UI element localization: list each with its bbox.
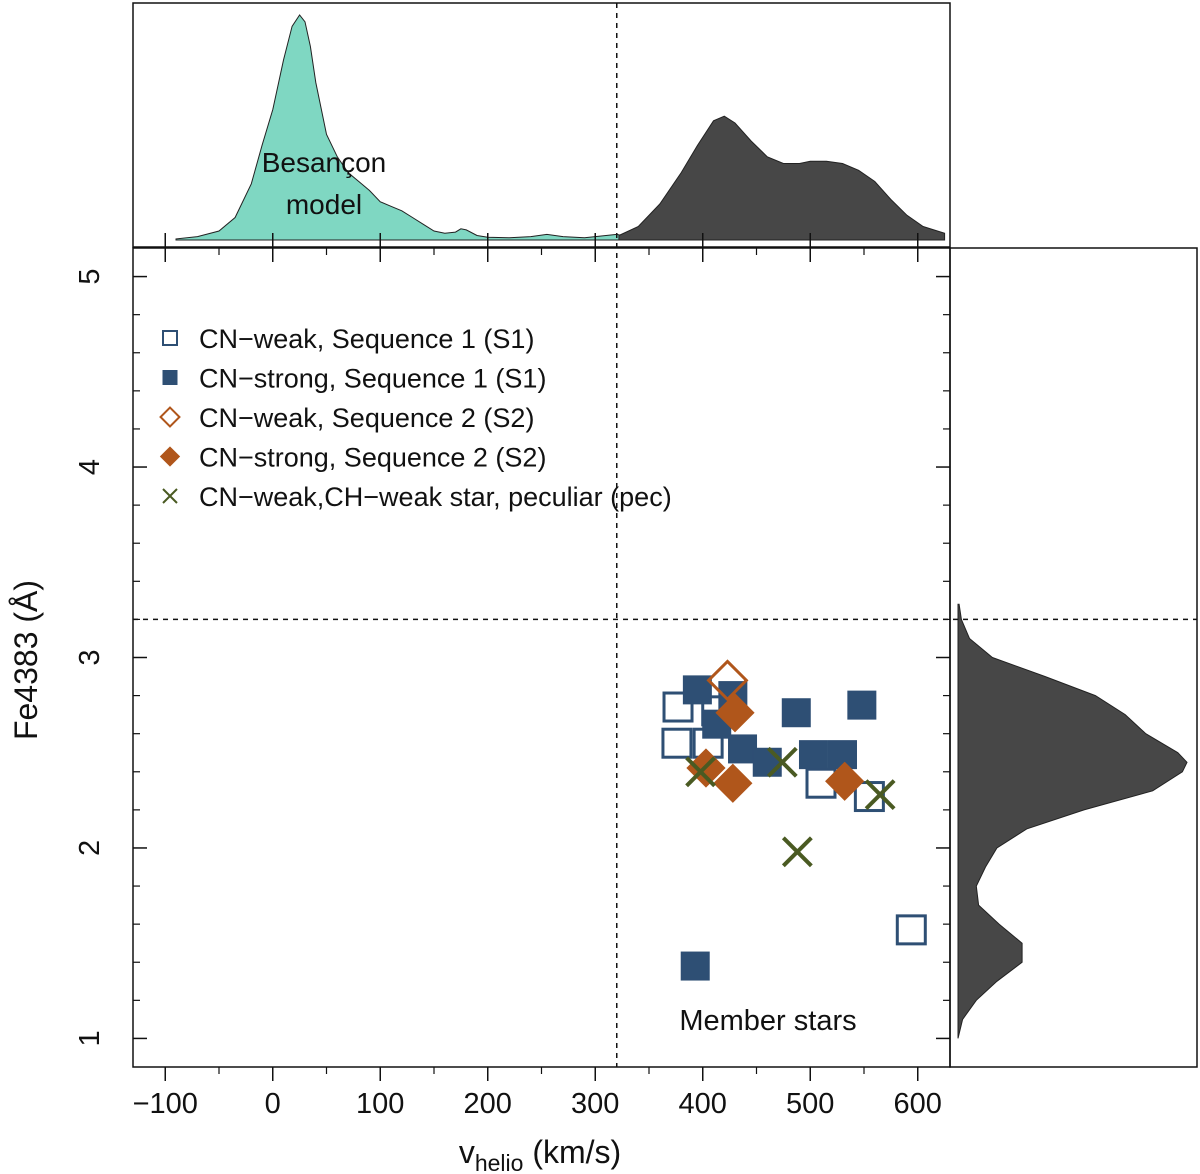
point-open-square <box>895 914 927 946</box>
point-cross <box>766 746 798 778</box>
y-tick-label: 4 <box>74 459 106 475</box>
x-tick-label: 100 <box>356 1088 404 1120</box>
right-density-panel <box>949 247 1198 1068</box>
point-filled-square <box>752 747 782 777</box>
y-tick-label: 2 <box>74 840 106 856</box>
legend-label: CN−weak, Sequence 1 (S1) <box>199 324 534 354</box>
legend-label: CN−strong, Sequence 2 (S2) <box>199 443 546 473</box>
legend-label: CN−strong, Sequence 1 (S1) <box>199 364 546 394</box>
point-cross <box>781 836 813 868</box>
top-panel-frame <box>132 2 951 248</box>
x-tick-label: −100 <box>133 1088 198 1120</box>
y-axis-title: Fe4383 (Å) <box>8 580 44 740</box>
point-filled-square <box>798 740 828 770</box>
axis-ticks <box>133 233 950 1081</box>
point-filled-square <box>728 734 758 764</box>
member-fe-density-area <box>957 603 1188 1039</box>
besancon-label-line1: Besançon <box>262 147 387 178</box>
legend-symbol-filled-square <box>162 370 178 385</box>
besancon-label-line2: model <box>286 189 362 220</box>
legend-label: CN−weak,CH−weak star, peculiar (pec) <box>199 482 672 512</box>
legend-symbol-open-diamond <box>159 406 181 428</box>
top-density-panel: Besançon model <box>132 2 951 248</box>
point-open-square <box>661 727 693 759</box>
axis-tick-labels: −100 0 100 200 300 400 500 600 1 2 3 4 5 <box>74 268 942 1120</box>
x-axis-title-main: v <box>459 1134 475 1170</box>
main-scatter-panel: −100 0 100 200 300 400 500 600 1 2 3 4 5 CN−weak, Se… <box>74 3 1197 1120</box>
x-axis-title-subscript: helio <box>475 1150 524 1174</box>
x-tick-label: 0 <box>265 1088 281 1120</box>
x-axis-title: vhelio (km/s) <box>459 1134 621 1174</box>
point-filled-diamond <box>715 693 755 733</box>
y-tick-label: 3 <box>74 649 106 665</box>
legend-label: CN−weak, Sequence 2 (S2) <box>199 403 534 433</box>
point-cross <box>864 779 896 811</box>
x-tick-label: 600 <box>894 1088 942 1120</box>
x-tick-label: 300 <box>571 1088 619 1120</box>
legend: CN−weak, Sequence 1 (S1) CN−strong, Seque… <box>159 324 672 512</box>
data-points <box>661 659 927 981</box>
x-tick-label: 400 <box>679 1088 727 1120</box>
point-filled-square <box>781 698 811 728</box>
legend-symbol-filled-diamond <box>159 446 181 467</box>
x-tick-label: 200 <box>464 1088 512 1120</box>
y-tick-label: 1 <box>74 1030 106 1046</box>
besancon-density-area <box>175 14 639 241</box>
point-cross <box>685 756 717 788</box>
point-filled-diamond <box>825 761 865 801</box>
point-filled-square <box>680 951 710 981</box>
member-stars-label: Member stars <box>679 1005 856 1037</box>
point-filled-diamond <box>713 763 753 803</box>
legend-symbol-cross <box>162 488 178 504</box>
point-filled-square <box>847 690 877 720</box>
x-tick-label: 500 <box>786 1088 834 1120</box>
x-axis-title-unit: (km/s) <box>523 1134 621 1170</box>
point-open-diamond <box>706 659 749 702</box>
y-tick-label: 5 <box>74 268 106 284</box>
member-density-area <box>618 115 946 241</box>
legend-symbol-open-square <box>162 330 178 346</box>
